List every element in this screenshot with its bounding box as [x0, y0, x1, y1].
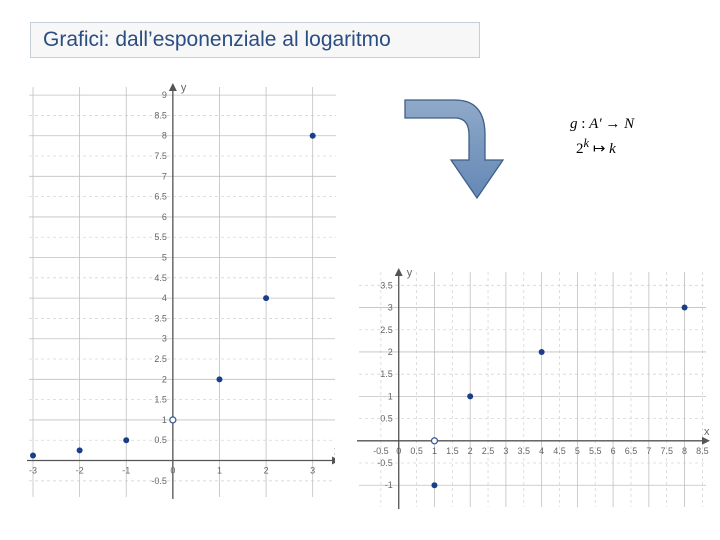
- svg-text:1: 1: [217, 466, 222, 476]
- svg-text:2: 2: [162, 374, 167, 384]
- svg-text:1.5: 1.5: [154, 395, 167, 405]
- page-title: Grafici: dall’esponenziale al logaritmo: [30, 22, 480, 58]
- svg-text:0.5: 0.5: [154, 435, 167, 445]
- svg-text:0.5: 0.5: [380, 414, 393, 424]
- svg-text:3.5: 3.5: [154, 313, 167, 323]
- svg-text:2.5: 2.5: [154, 354, 167, 364]
- svg-text:8: 8: [162, 131, 167, 141]
- svg-text:5.5: 5.5: [589, 446, 602, 456]
- svg-text:-1: -1: [385, 480, 393, 490]
- svg-text:5: 5: [162, 253, 167, 263]
- svg-text:1.5: 1.5: [380, 369, 393, 379]
- svg-text:-0.5: -0.5: [373, 446, 389, 456]
- svg-text:3: 3: [162, 334, 167, 344]
- svg-text:-0.5: -0.5: [377, 458, 393, 468]
- svg-text:6.5: 6.5: [154, 192, 167, 202]
- svg-text:2.5: 2.5: [380, 325, 393, 335]
- svg-text:3.5: 3.5: [518, 446, 531, 456]
- svg-text:-0.5: -0.5: [151, 476, 167, 486]
- svg-text:x: x: [704, 426, 710, 438]
- svg-text:-2: -2: [76, 466, 84, 476]
- svg-text:2: 2: [388, 347, 393, 357]
- svg-text:3: 3: [503, 446, 508, 456]
- svg-text:y: y: [181, 82, 187, 94]
- exponential-chart: -3 -2 -1 0 1 2 3 1 2 3 4 5 6 7 8 9 -0.5 0.5 1.5 2.5 3.5 4.5 5.…: [5, 75, 350, 515]
- svg-text:3.5: 3.5: [380, 280, 393, 290]
- svg-text:1.5: 1.5: [446, 446, 459, 456]
- svg-text:2: 2: [264, 466, 269, 476]
- svg-text:3: 3: [310, 466, 315, 476]
- svg-text:5: 5: [575, 446, 580, 456]
- svg-text:0: 0: [396, 446, 401, 456]
- logarithm-chart: 0 1 2 3 4 5 6 7 8 -0.5 0.5 1.5 2.5 3.5 4.5 5.5 6.5 7.5 8.5…: [335, 260, 720, 525]
- svg-text:4.5: 4.5: [553, 446, 566, 456]
- svg-text:-1: -1: [122, 466, 130, 476]
- page-title-text: Grafici: dall’esponenziale al logaritmo: [43, 28, 391, 52]
- transform-arrow-icon: [385, 80, 515, 215]
- svg-text:7: 7: [646, 446, 651, 456]
- svg-text:7.5: 7.5: [660, 446, 673, 456]
- svg-text:6: 6: [162, 212, 167, 222]
- svg-text:1: 1: [432, 446, 437, 456]
- svg-text:1: 1: [162, 415, 167, 425]
- formula-right: g : A′ → N 2k ↦ k: [570, 115, 634, 159]
- svg-text:-3: -3: [29, 466, 37, 476]
- svg-text:7: 7: [162, 171, 167, 181]
- svg-text:2: 2: [468, 446, 473, 456]
- slide: Grafici: dall’esponenziale al logaritmo …: [0, 0, 720, 540]
- svg-text:4: 4: [162, 293, 167, 303]
- svg-text:2.5: 2.5: [482, 446, 495, 456]
- svg-text:0.5: 0.5: [410, 446, 423, 456]
- svg-text:8.5: 8.5: [696, 446, 709, 456]
- svg-text:5.5: 5.5: [154, 232, 167, 242]
- svg-text:8.5: 8.5: [154, 110, 167, 120]
- svg-text:8: 8: [682, 446, 687, 456]
- svg-text:1: 1: [388, 391, 393, 401]
- svg-text:9: 9: [162, 90, 167, 100]
- svg-text:0: 0: [170, 466, 175, 476]
- svg-text:y: y: [407, 267, 413, 279]
- svg-text:3: 3: [388, 303, 393, 313]
- svg-text:7.5: 7.5: [154, 151, 167, 161]
- svg-text:4.5: 4.5: [154, 273, 167, 283]
- svg-text:4: 4: [539, 446, 544, 456]
- svg-text:6.5: 6.5: [625, 446, 638, 456]
- svg-text:6: 6: [611, 446, 616, 456]
